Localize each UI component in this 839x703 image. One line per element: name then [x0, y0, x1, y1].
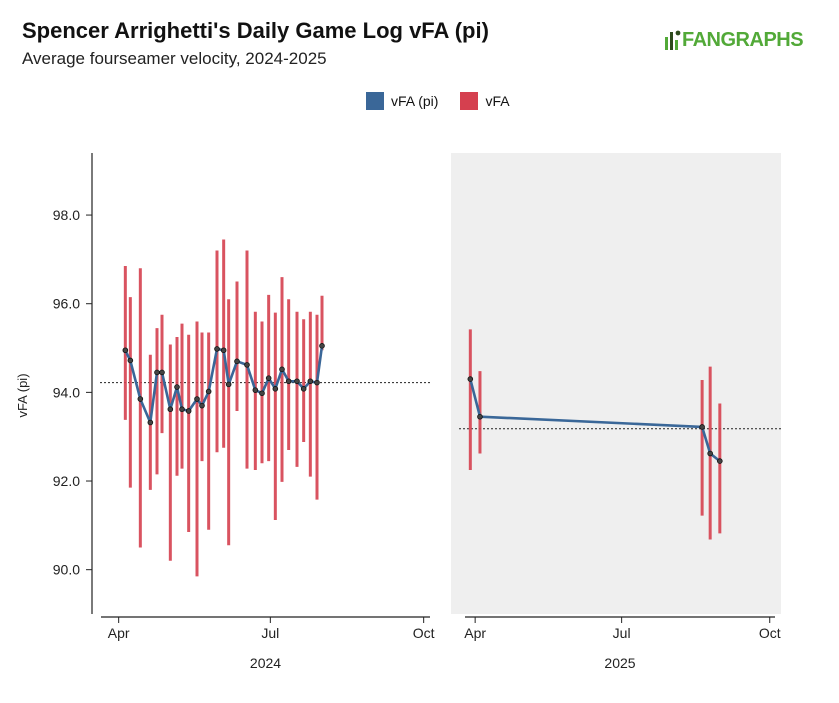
panel-2025-background [451, 153, 781, 614]
y-tick-label-3: 96.0 [53, 296, 80, 312]
panel-2024-vfa-pi-point-18 [252, 387, 259, 393]
legend-swatch-vfa-pi [366, 92, 384, 110]
panel-2024-vfa-pi-point-21 [272, 386, 279, 392]
panel-2025-x-tick-label-jul: Jul [613, 625, 631, 641]
panel-2024-vfa-pi-point-26 [307, 378, 314, 385]
fangraphs-logo-text: FANGRAPHS [682, 28, 804, 51]
panel-2024-vfa-pi-point-5 [159, 369, 165, 376]
panel-2024-vfa-pi-point-1 [127, 357, 134, 364]
panel-2025-vfa-pi-point-3 [707, 450, 713, 457]
panel-2024-vfa-pi-point-13 [214, 346, 220, 352]
chart-subtitle: Average fourseamer velocity, 2024-2025 [22, 49, 327, 68]
y-tick-label-1: 92.0 [53, 473, 80, 489]
panel-2024-vfa-pi-point-2 [137, 396, 144, 402]
panel-2024-vfa-pi-point-14 [220, 347, 227, 354]
panel-2024-vfa-pi-point-0 [122, 347, 129, 354]
panel-2024-vfa-pi-point-4 [154, 369, 160, 376]
panel-2024-x-axis-label: 2024 [250, 655, 281, 671]
panel-2024-vfa-pi-point-23 [285, 378, 292, 385]
panel-2024-x-tick-label-oct: Oct [413, 625, 435, 641]
panel-2025-x-tick-label-oct: Oct [759, 625, 781, 641]
panel-2024-vfa-pi-point-19 [259, 390, 265, 397]
fangraphs-bars-icon [665, 30, 681, 50]
legend-item-vfa[interactable]: vFA [460, 92, 510, 110]
legend-label-vfa: vFA [485, 93, 510, 109]
panel-2024-vfa-pi-point-17 [244, 362, 250, 368]
panel-2024-vfa-pi-point-28 [319, 343, 325, 349]
panel-2025-vfa-pi-point-1 [477, 413, 483, 420]
panel-2024-vfa-pi-point-11 [199, 402, 205, 409]
panel-2025-vfa-pi-point-4 [717, 458, 723, 464]
panel-2025-x-tick-label-apr: Apr [464, 625, 486, 641]
fangraphs-logo[interactable]: FANGRAPHS [664, 28, 804, 52]
chart-legend: vFA (pi) vFA [366, 92, 510, 110]
panel-2024-vfa-pi-point-27 [314, 379, 320, 386]
chart-title: Spencer Arrighetti's Daily Game Log vFA … [22, 18, 489, 43]
panel-2024-vfa-pi-point-20 [265, 375, 272, 381]
panel-2024-vfa-pi-point-6 [167, 406, 174, 413]
panel-2025-vfa-pi-point-2 [699, 424, 705, 430]
legend-label-vfa-pi: vFA (pi) [391, 93, 439, 109]
panel-2024-x-tick-label-jul: Jul [261, 625, 279, 641]
panel-2024-vfa-pi-point-24 [294, 378, 300, 385]
y-tick-label-0: 90.0 [53, 562, 80, 578]
legend-item-vfa-pi[interactable]: vFA (pi) [366, 92, 438, 110]
panel-2024-vfa-pi-point-10 [194, 396, 200, 402]
panel-2024-vfa-pi-point-16 [234, 358, 240, 365]
panel-2024-x-tick-label-apr: Apr [108, 625, 130, 641]
panel-2024-vfa-pi-point-15 [225, 381, 232, 388]
panel-2024-vfa-pi-point-25 [300, 386, 307, 392]
panel-2025-x-axis-label: 2025 [604, 655, 635, 671]
panel-2025-vfa-pi-point-0 [467, 376, 474, 382]
panel-2024-vfa-pi-point-3 [147, 419, 154, 426]
y-tick-label-2: 94.0 [53, 384, 80, 400]
panel-2024-vfa-pi-point-9 [185, 408, 192, 414]
legend-swatch-vfa [460, 92, 479, 110]
y-axis-label: vFA (pi) [15, 373, 30, 417]
panel-2024-vfa-pi-point-7 [174, 384, 180, 390]
panel-2024-vfa-pi-point-8 [179, 406, 185, 413]
panel-2024-vfa-pi-point-22 [279, 366, 285, 373]
y-tick-label-4: 98.0 [53, 207, 80, 223]
panel-2024-vfa-pi-point-12 [205, 388, 212, 395]
